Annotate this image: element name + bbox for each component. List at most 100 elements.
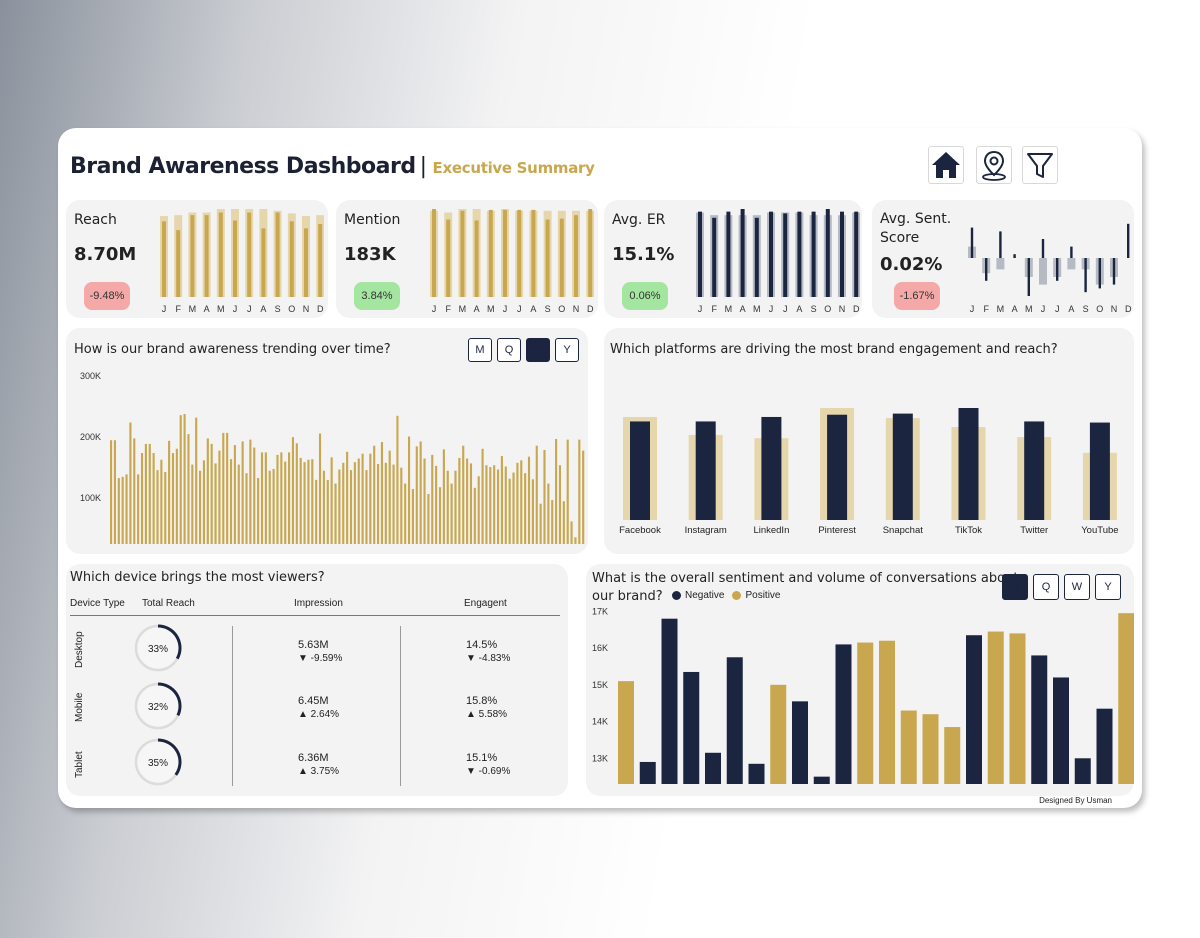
kpi-month-label: J bbox=[1041, 304, 1046, 314]
trend-bar bbox=[438, 487, 442, 544]
kpi-month-label: A bbox=[1012, 304, 1018, 314]
trend-bar bbox=[311, 459, 314, 544]
platform-label: Facebook bbox=[619, 525, 661, 536]
trend-bar bbox=[164, 471, 167, 544]
trend-bar bbox=[322, 470, 325, 544]
kpi-bar-secondary bbox=[1039, 258, 1047, 285]
platform-label: Snapchat bbox=[883, 525, 924, 536]
trend-bar bbox=[551, 500, 554, 544]
sentiment-bar bbox=[1074, 758, 1091, 784]
trend-toggle-m[interactable]: M bbox=[468, 338, 492, 362]
engagement-tablet: 15.1% ▼ -0.69% bbox=[466, 751, 510, 779]
kpi-bar bbox=[754, 217, 759, 297]
trend-bar bbox=[535, 445, 538, 544]
kpi-month-label: D bbox=[587, 304, 594, 314]
sentiment-toggle-y[interactable]: Y bbox=[1095, 574, 1121, 600]
filter-button[interactable] bbox=[1022, 146, 1058, 184]
donut-arc bbox=[157, 682, 182, 717]
trend-bar bbox=[504, 466, 507, 544]
trend-toggle-y[interactable]: Y bbox=[555, 338, 579, 362]
negative-legend-dot bbox=[672, 591, 681, 600]
kpi-month-label: M bbox=[997, 304, 1005, 314]
sentiment-bar bbox=[857, 642, 874, 784]
kpi-label: Reach bbox=[74, 212, 117, 228]
kpi-bar bbox=[783, 213, 788, 297]
kpi-bar bbox=[218, 212, 223, 297]
sentiment-bar bbox=[661, 618, 678, 784]
sentiment-toggle-w[interactable]: W bbox=[1064, 574, 1090, 600]
trend-bar bbox=[168, 440, 171, 544]
sentiment-toggle-q[interactable]: Q bbox=[1033, 574, 1059, 600]
kpi-bar bbox=[162, 221, 166, 297]
sentiment-toggle-m[interactable]: M bbox=[1002, 574, 1028, 600]
sentiment-bar bbox=[922, 714, 939, 784]
filter-icon bbox=[1027, 153, 1053, 178]
kpi-bar bbox=[275, 212, 280, 297]
reach-donut-desktop: 33% bbox=[134, 624, 182, 672]
kpi-month-label: M bbox=[189, 304, 197, 314]
sentiment-y-tick-label: 13K bbox=[592, 753, 608, 763]
platform-bar-chart: Facebook Instagram LinkedIn Pinterest Snapch… bbox=[619, 408, 1119, 536]
sentiment-bar bbox=[770, 684, 787, 784]
trend-toggle-w[interactable]: W bbox=[526, 338, 550, 362]
trend-bar bbox=[508, 478, 511, 544]
kpi-bar-secondary bbox=[996, 258, 1005, 270]
kpi-month-label: M bbox=[217, 304, 225, 314]
sentiment-bar bbox=[705, 752, 721, 784]
platform-engagement-bar bbox=[695, 421, 716, 520]
kpi-bar bbox=[503, 209, 507, 297]
trend-bar bbox=[481, 448, 484, 544]
location-button[interactable] bbox=[976, 146, 1012, 184]
trend-bar bbox=[218, 450, 221, 544]
kpi-bar bbox=[769, 211, 773, 297]
kpi-month-label: A bbox=[474, 304, 480, 314]
trend-bar bbox=[396, 415, 399, 544]
trend-bar bbox=[237, 464, 240, 544]
trend-bar bbox=[175, 448, 178, 544]
platform-panel: Which platforms are driving the most bra… bbox=[604, 328, 1134, 554]
kpi-bar bbox=[318, 223, 323, 297]
trend-bar bbox=[458, 457, 461, 544]
total-reach-header: Total Reach bbox=[142, 598, 195, 609]
donut-arc bbox=[157, 624, 182, 660]
sentiment-bar bbox=[900, 710, 917, 784]
home-button[interactable] bbox=[928, 146, 964, 184]
trend-bar bbox=[276, 454, 279, 544]
kpi-month-label: A bbox=[530, 304, 536, 314]
trend-panel: How is our brand awareness trending over… bbox=[66, 328, 588, 554]
impression-header: Impression bbox=[294, 598, 343, 609]
kpi-month-label: O bbox=[558, 304, 565, 314]
trend-bar bbox=[334, 483, 337, 544]
kpi-bar bbox=[1112, 258, 1116, 285]
impression-value: 6.45M bbox=[298, 695, 329, 707]
trend-bar bbox=[527, 456, 531, 544]
trend-bar bbox=[558, 465, 562, 544]
trend-y-tick-label: 100K bbox=[80, 493, 101, 503]
trend-bar bbox=[137, 474, 140, 544]
trend-bar bbox=[496, 469, 500, 544]
trend-toggle-q[interactable]: Q bbox=[497, 338, 521, 362]
trend-bar bbox=[512, 472, 515, 544]
impression-mobile: 6.45M ▲ 2.64% bbox=[298, 694, 339, 722]
kpi-month-label: A bbox=[1068, 304, 1074, 314]
kpi-bar bbox=[588, 209, 593, 297]
kpi-bar bbox=[247, 212, 252, 297]
kpi-bar bbox=[1056, 258, 1059, 281]
kpi-change-badge: -1.67% bbox=[894, 282, 940, 310]
platform-engagement-bar bbox=[827, 414, 848, 520]
platform-engagement-bar bbox=[958, 408, 979, 520]
engagement-change: ▼ -0.69% bbox=[466, 766, 511, 777]
trend-bar bbox=[435, 465, 438, 544]
kpi-bar bbox=[574, 215, 578, 297]
impression-value: 6.36M bbox=[298, 752, 329, 764]
trend-bar bbox=[562, 501, 565, 544]
impression-tablet: 6.36M ▲ 3.75% bbox=[298, 751, 339, 779]
trend-bar bbox=[582, 450, 585, 544]
engagement-value: 15.8% bbox=[466, 695, 498, 707]
trend-bar bbox=[140, 453, 144, 544]
kpi-month-label: A bbox=[740, 304, 746, 314]
trend-bar bbox=[187, 434, 190, 544]
